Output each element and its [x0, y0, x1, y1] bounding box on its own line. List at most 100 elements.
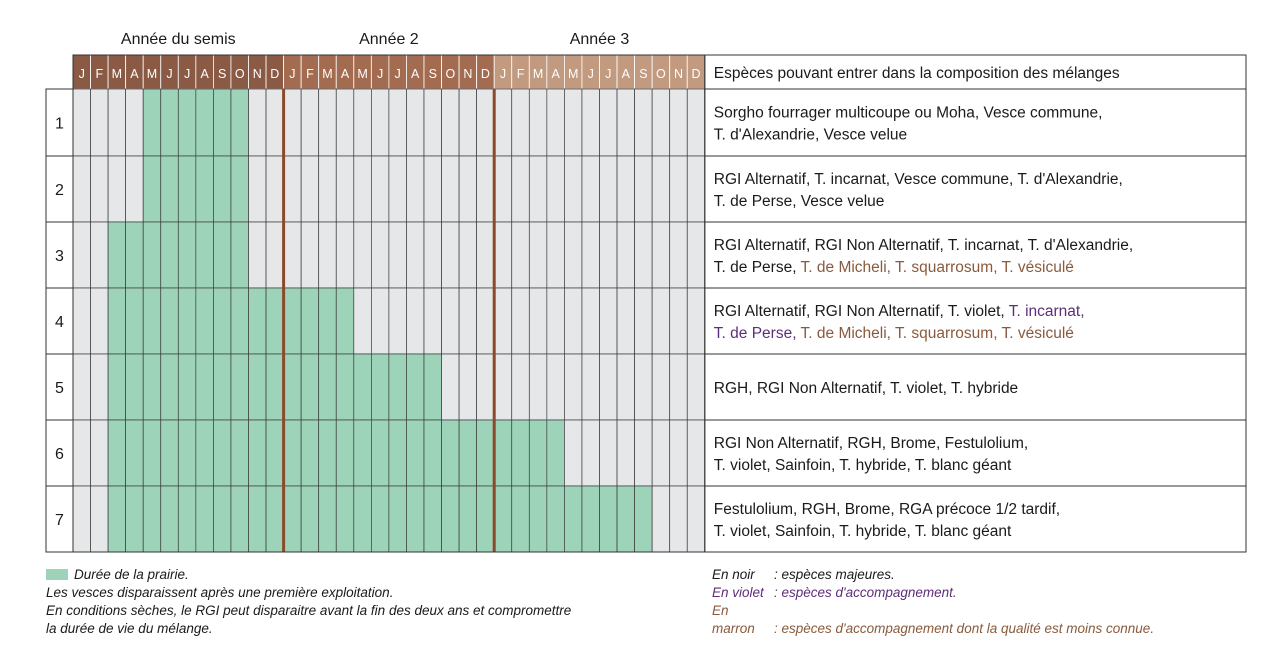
empty-month-cell — [318, 88, 337, 157]
empty-month-cell — [90, 353, 109, 421]
legend-violet: En violet: espèces d'accompagnement. — [712, 584, 1272, 602]
empty-month-cell — [72, 485, 91, 553]
empty-month-cell — [669, 485, 688, 553]
duration-cell — [476, 419, 495, 487]
duration-cell — [142, 155, 162, 223]
duration-cell — [353, 419, 372, 487]
empty-month-cell — [335, 221, 355, 289]
legend-brown-desc: : espèces d'accompagnement dont la quali… — [774, 621, 1155, 636]
species-line: T. de Perse, T. de Micheli, T. squarrosu… — [714, 259, 1074, 276]
empty-month-cell — [686, 155, 706, 223]
species-text: T. de Perse, Vesce velue — [714, 193, 885, 210]
duration-cell — [265, 353, 284, 421]
row-label-cell — [45, 155, 74, 223]
empty-month-cell — [388, 287, 407, 355]
species-header: Espèces pouvant entrer dans la compositi… — [714, 65, 1120, 82]
empty-month-cell — [564, 88, 583, 157]
duration-cell — [283, 287, 302, 355]
species-line: RGH, RGI Non Alternatif, T. violet, T. h… — [714, 380, 1018, 397]
duration-cell — [318, 485, 337, 553]
duration-cell — [160, 221, 179, 289]
month-label: J — [79, 67, 85, 81]
duration-cell — [177, 88, 197, 157]
duration-cell — [125, 221, 144, 289]
duration-cell — [265, 419, 284, 487]
empty-month-cell — [107, 155, 126, 223]
empty-month-cell — [564, 287, 583, 355]
month-label: M — [568, 67, 578, 81]
species-text: T. violet, Sainfoin, T. hybride, T. blan… — [714, 457, 1012, 474]
empty-month-cell — [265, 221, 284, 289]
duration-cell — [160, 419, 179, 487]
duration-cell — [564, 485, 583, 553]
empty-month-cell — [564, 221, 583, 289]
empty-month-cell — [441, 155, 460, 223]
empty-month-cell — [493, 287, 513, 355]
month-label: D — [692, 67, 701, 81]
month-label: F — [306, 67, 314, 81]
empty-month-cell — [72, 353, 91, 421]
row-number: 3 — [55, 248, 64, 265]
empty-month-cell — [353, 287, 372, 355]
duration-cell — [142, 419, 162, 487]
duration-cell — [318, 353, 337, 421]
month-label: A — [200, 67, 209, 81]
row-label-cell — [45, 287, 74, 355]
species-line: Sorgho fourrager multicoupe ou Moha, Ves… — [714, 105, 1103, 122]
month-label: N — [674, 67, 683, 81]
empty-month-cell — [406, 155, 425, 223]
empty-month-cell — [651, 287, 671, 355]
duration-cell — [177, 419, 197, 487]
duration-cell — [283, 353, 302, 421]
empty-month-cell — [388, 221, 407, 289]
species-line: T. de Perse, Vesce velue — [714, 193, 885, 210]
duration-cell — [335, 419, 355, 487]
empty-month-cell — [634, 287, 653, 355]
duration-cell — [230, 419, 249, 487]
empty-month-cell — [669, 353, 688, 421]
species-line: RGI Alternatif, RGI Non Alternatif, T. v… — [714, 303, 1085, 320]
species-cell — [704, 88, 1247, 157]
empty-month-cell — [353, 88, 372, 157]
duration-cell — [634, 485, 653, 553]
month-label: A — [622, 67, 631, 81]
empty-month-cell — [528, 287, 548, 355]
empty-month-cell — [423, 221, 442, 289]
empty-month-cell — [546, 221, 565, 289]
empty-month-cell — [72, 155, 91, 223]
empty-month-cell — [406, 88, 425, 157]
duration-cell — [283, 419, 302, 487]
month-label: A — [130, 67, 139, 81]
empty-month-cell — [546, 88, 565, 157]
species-text: Festulolium, RGH, Brome, RGA précoce 1/2… — [714, 501, 1060, 518]
month-label: J — [605, 67, 611, 81]
species-line: T. d'Alexandrie, Vesce velue — [714, 127, 907, 144]
duration-cell — [371, 485, 390, 553]
duration-cell — [335, 353, 355, 421]
species-line: T. violet, Sainfoin, T. hybride, T. blan… — [714, 457, 1012, 474]
empty-month-cell — [300, 88, 320, 157]
species-text: T. de Perse, — [714, 259, 801, 276]
empty-month-cell — [669, 287, 688, 355]
duration-cell — [213, 155, 232, 223]
grid-border — [72, 54, 706, 553]
species-text: T. de Perse, — [714, 325, 801, 342]
legend-black: En noir: espèces majeures. — [712, 566, 1272, 584]
duration-cell — [230, 287, 249, 355]
species-text: T. incarnat, — [1009, 303, 1085, 320]
species-text: T. violet, Sainfoin, T. hybride, T. blan… — [714, 523, 1012, 540]
species-cell — [704, 287, 1247, 355]
empty-month-cell — [493, 88, 513, 157]
duration-cell — [177, 221, 197, 289]
empty-month-cell — [335, 88, 355, 157]
duration-cell — [195, 221, 214, 289]
empty-month-cell — [686, 287, 706, 355]
duration-cell — [177, 287, 197, 355]
species-text: T. de Micheli, T. squarrosum, T. vésicul… — [801, 325, 1074, 342]
duration-cell — [125, 419, 144, 487]
empty-month-cell — [528, 88, 548, 157]
empty-month-cell — [686, 353, 706, 421]
empty-month-cell — [283, 155, 302, 223]
month-label: M — [322, 67, 332, 81]
